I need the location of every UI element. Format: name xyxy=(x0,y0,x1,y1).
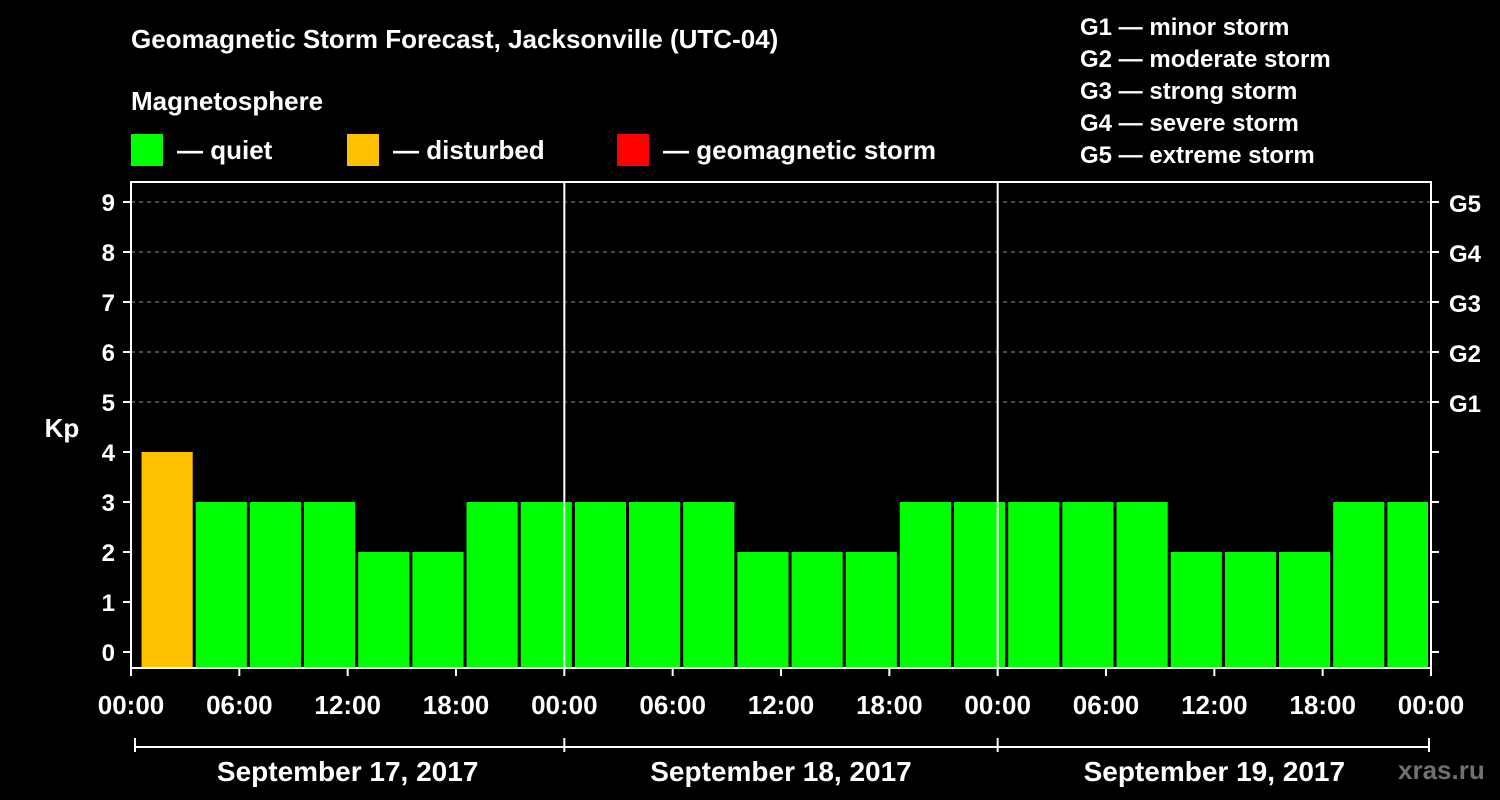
g-scale-label: G5 xyxy=(1449,191,1481,218)
kp-bar xyxy=(1116,502,1168,668)
kp-bar xyxy=(412,552,464,668)
x-tick-label: 06:00 xyxy=(206,690,273,720)
y-tick-label: 4 xyxy=(102,440,116,467)
y-tick-label: 7 xyxy=(102,290,115,317)
watermark: xras.ru xyxy=(1398,755,1485,785)
x-tick-label: 12:00 xyxy=(1181,690,1248,720)
legend-storm: — geomagnetic storm xyxy=(617,134,936,166)
x-tick-label: 00:00 xyxy=(1398,690,1465,720)
x-tick-label: 06:00 xyxy=(1073,690,1140,720)
kp-bar xyxy=(845,552,897,668)
x-tick-label: 18:00 xyxy=(856,690,923,720)
x-tick-label: 12:00 xyxy=(748,690,815,720)
x-tick-label: 00:00 xyxy=(531,690,598,720)
legend-disturbed: — disturbed xyxy=(347,134,545,166)
kp-bar xyxy=(899,502,952,668)
kp-bar xyxy=(1170,552,1222,668)
legend-swatch-disturbed xyxy=(347,134,379,166)
kp-bar xyxy=(358,552,410,668)
chart-title: Geomagnetic Storm Forecast, Jacksonville… xyxy=(131,24,779,54)
x-tick-label: 18:00 xyxy=(423,690,490,720)
y-tick-label: 3 xyxy=(102,490,115,517)
g-scale-label: G4 xyxy=(1449,241,1482,268)
chart-subtitle: Magnetosphere xyxy=(131,86,324,116)
kp-bar xyxy=(683,502,735,668)
day-label: September 18, 2017 xyxy=(650,756,912,787)
g-scale-label: G1 xyxy=(1449,391,1481,418)
kp-bar xyxy=(737,552,789,668)
y-tick-label: 6 xyxy=(102,340,115,367)
y-tick-label: 2 xyxy=(102,540,115,567)
legend-swatch-quiet xyxy=(131,134,163,166)
day-label: September 17, 2017 xyxy=(217,756,479,787)
storm-scale-g4: G4 — severe storm xyxy=(1080,110,1299,137)
storm-scale-g2: G2 — moderate storm xyxy=(1080,46,1331,73)
kp-bar xyxy=(1224,552,1277,668)
y-tick-label: 8 xyxy=(102,240,115,267)
storm-scale-g1: G1 — minor storm xyxy=(1080,14,1290,41)
kp-bar xyxy=(1279,552,1331,668)
x-tick-label: 00:00 xyxy=(98,690,165,720)
storm-scale-g5: G5 — extreme storm xyxy=(1080,142,1315,169)
legend-label-quiet: — quiet xyxy=(177,134,273,165)
legend-label-disturbed: — disturbed xyxy=(393,134,545,165)
kp-bar xyxy=(1008,502,1060,668)
legend-swatch-storm xyxy=(617,134,649,166)
y-tick-label: 9 xyxy=(102,190,115,217)
y-tick-label: 1 xyxy=(102,590,115,617)
x-tick-label: 18:00 xyxy=(1289,690,1356,720)
g-scale-label: G3 xyxy=(1449,291,1481,318)
day-label: September 19, 2017 xyxy=(1084,756,1346,787)
legend-label-storm: — geomagnetic storm xyxy=(663,134,937,165)
x-tick-label: 06:00 xyxy=(639,690,706,720)
kp-bar xyxy=(304,502,356,668)
kp-bar xyxy=(466,502,518,668)
y-axis-label: Kp xyxy=(45,413,80,443)
kp-bar xyxy=(629,502,681,668)
legend-quiet: — quiet xyxy=(131,134,272,166)
kp-bar xyxy=(249,502,302,668)
kp-bar xyxy=(1333,502,1385,668)
g-scale-label: G2 xyxy=(1449,341,1481,368)
kp-bar xyxy=(574,502,627,668)
x-tick-label: 00:00 xyxy=(964,690,1031,720)
y-tick-label: 0 xyxy=(102,640,115,667)
x-tick-label: 12:00 xyxy=(314,690,381,720)
kp-bar xyxy=(1062,502,1114,668)
kp-bar xyxy=(791,552,843,668)
storm-scale-g3: G3 — strong storm xyxy=(1080,78,1298,105)
kp-bar xyxy=(1387,502,1428,668)
y-tick-label: 5 xyxy=(102,390,115,417)
kp-bar xyxy=(195,502,247,668)
kp-bar xyxy=(141,452,193,668)
